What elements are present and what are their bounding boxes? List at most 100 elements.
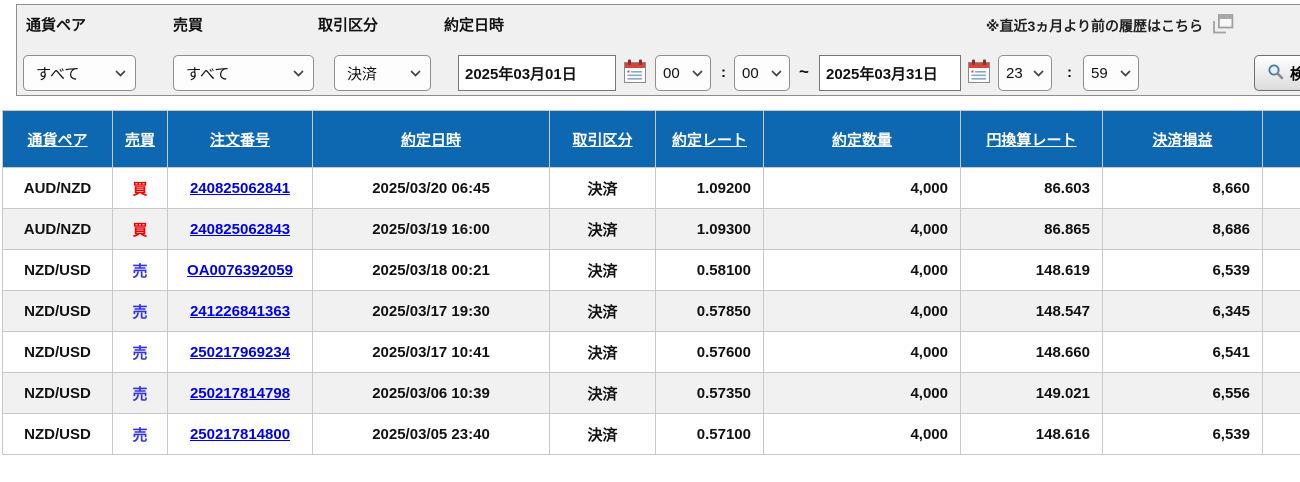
search-button-label: 検索 xyxy=(1290,65,1300,83)
header-order-number[interactable]: 注文番号 xyxy=(167,110,313,168)
trade-type-cell: 決済 xyxy=(549,413,656,455)
execution-rate-cell: 0.57850 xyxy=(655,290,764,332)
execution-datetime-cell: 2025/03/20 06:45 xyxy=(312,167,550,209)
execution-rate-cell: 0.57100 xyxy=(655,413,764,455)
jpy-rate-cell: 86.865 xyxy=(960,208,1103,250)
execution-rate-cell: 0.57600 xyxy=(655,331,764,373)
header-side[interactable]: 売買 xyxy=(112,110,168,168)
order-number-cell: 240825062841 xyxy=(167,167,313,209)
execution-datetime-cell: 2025/03/18 00:21 xyxy=(312,249,550,291)
older-history-link[interactable]: ※直近3ヵ月より前の履歴はこちら xyxy=(986,14,1234,37)
header-label: 取引区分 xyxy=(572,131,633,149)
header-quantity[interactable]: 約定数量 xyxy=(763,110,961,168)
header-currency-pair[interactable]: 通貨ペア xyxy=(2,110,113,168)
profit-loss-cell: 8,660 xyxy=(1102,167,1263,209)
extra-cell xyxy=(1262,413,1300,455)
order-number-cell: 250217969234 xyxy=(167,331,313,373)
minute-from-select[interactable]: 00 xyxy=(734,55,790,91)
side-cell: 買 xyxy=(112,167,168,209)
table-row: NZD/USD 売 OA0076392059 2025/03/18 00:21 … xyxy=(2,249,1300,291)
label-trade-type: 取引区分 xyxy=(318,17,379,34)
minute-to-select[interactable]: 59 xyxy=(1083,55,1139,91)
side-cell: 売 xyxy=(112,413,168,455)
filter-panel: 通貨ペア 売買 取引区分 約定日時 ※直近3ヵ月より前の履歴はこちら すべて す… xyxy=(16,4,1300,96)
header-trade-type[interactable]: 取引区分 xyxy=(549,110,656,168)
side-cell: 買 xyxy=(112,208,168,250)
trade-type-select[interactable]: 決済 xyxy=(334,55,431,91)
side-select-value: すべて xyxy=(186,65,230,83)
older-history-text: ※直近3ヵ月より前の履歴はこちら xyxy=(985,17,1203,34)
header-label: 約定日時 xyxy=(400,131,461,149)
hour-to-select[interactable]: 23 xyxy=(998,55,1052,91)
table-row: NZD/USD 売 241226841363 2025/03/17 19:30 … xyxy=(2,290,1300,332)
execution-rate-cell: 0.57350 xyxy=(655,372,764,414)
order-number-cell: 250217814798 xyxy=(167,372,313,414)
date-from-input[interactable] xyxy=(458,55,616,91)
execution-datetime-cell: 2025/03/17 10:41 xyxy=(312,331,550,373)
order-number-link[interactable]: 240825062843 xyxy=(189,220,291,238)
table-row: AUD/NZD 買 240825062843 2025/03/19 16:00 … xyxy=(2,208,1300,250)
date-to-input[interactable] xyxy=(819,55,961,91)
chevron-down-icon xyxy=(1033,69,1044,77)
side-cell: 売 xyxy=(112,372,168,414)
hour-from-value: 00 xyxy=(663,64,680,82)
quantity-cell: 4,000 xyxy=(763,208,961,250)
calendar-icon[interactable] xyxy=(623,59,647,85)
trade-type-cell: 決済 xyxy=(549,372,656,414)
table-row: NZD/USD 売 250217814800 2025/03/05 23:40 … xyxy=(2,413,1300,455)
order-number-link[interactable]: 241226841363 xyxy=(189,302,291,320)
order-number-link[interactable]: 250217969234 xyxy=(189,343,291,361)
order-number-cell: 241226841363 xyxy=(167,290,313,332)
execution-datetime-cell: 2025/03/06 10:39 xyxy=(312,372,550,414)
side-cell: 売 xyxy=(112,290,168,332)
jpy-rate-cell: 148.616 xyxy=(960,413,1103,455)
label-side: 売買 xyxy=(173,17,204,34)
order-number-link[interactable]: 250217814800 xyxy=(189,425,291,443)
order-number-link[interactable]: 250217814798 xyxy=(189,384,291,402)
profit-loss-cell: 6,539 xyxy=(1102,249,1263,291)
extra-cell xyxy=(1262,249,1300,291)
date-range-separator: ~ xyxy=(799,62,809,81)
profit-loss-cell: 6,556 xyxy=(1102,372,1263,414)
label-currency-pair: 通貨ペア xyxy=(26,17,87,34)
jpy-rate-cell: 148.660 xyxy=(960,331,1103,373)
execution-rate-cell: 1.09200 xyxy=(655,167,764,209)
header-label: 約定数量 xyxy=(831,131,892,149)
header-jpy-rate[interactable]: 円換算レート xyxy=(960,110,1103,168)
execution-rate-cell: 1.09300 xyxy=(655,208,764,250)
side-select[interactable]: すべて xyxy=(173,55,314,91)
currency-pair-cell: NZD/USD xyxy=(2,249,113,291)
order-number-link[interactable]: 240825062841 xyxy=(189,179,291,197)
order-number-link[interactable]: OA0076392059 xyxy=(187,261,293,279)
trade-type-cell: 決済 xyxy=(549,208,656,250)
header-label: 決済損益 xyxy=(1152,131,1213,149)
header-label: 円換算レート xyxy=(986,131,1077,149)
table-body: AUD/NZD 買 240825062841 2025/03/20 06:45 … xyxy=(2,167,1300,455)
search-button[interactable]: 検索 xyxy=(1254,55,1300,91)
execution-datetime-cell: 2025/03/05 23:40 xyxy=(312,413,550,455)
quantity-cell: 4,000 xyxy=(763,413,961,455)
currency-pair-select[interactable]: すべて xyxy=(23,55,136,91)
header-label: 注文番号 xyxy=(209,131,270,149)
chevron-down-icon xyxy=(771,69,782,77)
header-execution-datetime[interactable]: 約定日時 xyxy=(312,110,550,168)
extra-cell xyxy=(1262,290,1300,332)
hour-from-select[interactable]: 00 xyxy=(655,55,711,91)
currency-pair-select-value: すべて xyxy=(36,65,80,83)
calendar-icon[interactable] xyxy=(967,59,991,85)
jpy-rate-cell: 149.021 xyxy=(960,372,1103,414)
trade-history-table: 通貨ペア 売買 注文番号 約定日時 取引区分 約定レート 約定数量 円換算レート… xyxy=(2,110,1300,455)
currency-pair-cell: NZD/USD xyxy=(2,372,113,414)
trade-type-cell: 決済 xyxy=(549,331,656,373)
profit-loss-cell: 8,686 xyxy=(1102,208,1263,250)
header-label: 約定レート xyxy=(671,131,747,149)
extra-cell xyxy=(1262,167,1300,209)
new-window-icon xyxy=(1211,14,1234,37)
extra-cell xyxy=(1262,372,1300,414)
quantity-cell: 4,000 xyxy=(763,331,961,373)
jpy-rate-cell: 86.603 xyxy=(960,167,1103,209)
header-execution-rate[interactable]: 約定レート xyxy=(655,110,764,168)
header-profit-loss[interactable]: 決済損益 xyxy=(1102,110,1263,168)
chevron-down-icon xyxy=(293,69,304,77)
side-value: 売 xyxy=(132,385,148,403)
